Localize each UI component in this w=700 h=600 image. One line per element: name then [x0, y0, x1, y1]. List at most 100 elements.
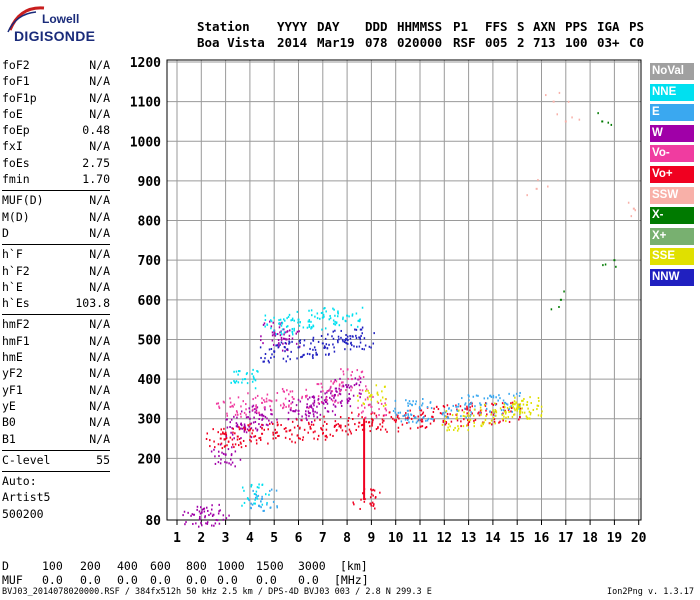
echo-point-voplus	[309, 427, 312, 430]
echo-speckle	[415, 400, 417, 403]
logo-lowell-text: Lowell	[42, 12, 80, 26]
echo-speckle	[540, 415, 542, 418]
header-yyyy-value: 2014	[277, 35, 308, 50]
echo-speckle	[256, 497, 259, 500]
echo-speckle	[255, 439, 258, 442]
echo-speckle	[234, 413, 237, 416]
echo-speckle	[257, 370, 259, 373]
echo-speckle	[383, 414, 386, 417]
echo-speckle	[243, 425, 246, 428]
echo-speckle	[410, 417, 413, 420]
echo-speckle	[371, 501, 374, 504]
echo-speckle	[506, 406, 509, 409]
echo-speckle	[245, 416, 248, 419]
echo-point-vominus	[229, 405, 232, 408]
param-name: hmF2	[2, 317, 30, 332]
autoscale-line: Auto:	[2, 474, 110, 490]
echo-speckle	[348, 393, 350, 396]
echo-speckle	[311, 326, 313, 329]
echo-speckle	[221, 451, 223, 454]
echo-speckle	[230, 454, 233, 457]
echo-speckle	[492, 403, 494, 406]
echo-speckle	[327, 333, 329, 336]
echo-speckle	[273, 333, 275, 336]
echo-speckle	[345, 389, 347, 392]
echo-speckle	[367, 398, 369, 401]
echo-speckle	[414, 403, 417, 406]
echo-speckle	[228, 514, 230, 517]
echo-speckle	[232, 427, 234, 430]
echo-speckle	[417, 426, 419, 429]
echo-speckle	[302, 326, 305, 329]
echo-speckle	[258, 483, 260, 486]
param-row-mufd: MUF(D) N/A	[2, 193, 110, 209]
echo-speckle	[468, 403, 471, 406]
echo-speckle	[493, 418, 496, 421]
echo-speckle	[312, 336, 315, 339]
echo-speckle	[485, 415, 487, 418]
echo-speckle	[352, 394, 355, 397]
legend-item-e: E	[650, 104, 694, 122]
echo-speckle	[407, 402, 409, 405]
echo-speckle	[509, 406, 511, 409]
echo-speckle	[362, 376, 365, 379]
echo-speckle	[486, 413, 488, 416]
echo-speckle	[324, 327, 327, 330]
echo-speckle	[512, 405, 514, 408]
echo-speckle	[217, 443, 220, 446]
echo-point-nnw	[321, 342, 324, 345]
echo-speckle	[341, 385, 343, 388]
echo-speckle	[526, 416, 528, 419]
echo-speckle	[289, 438, 291, 441]
echo-speckle	[206, 432, 209, 435]
echo-speckle	[466, 405, 468, 408]
echo-speckle	[462, 425, 465, 428]
muf-value: 0.0	[42, 573, 63, 587]
echo-speckle	[376, 400, 379, 403]
echo-speckle	[224, 461, 226, 464]
echo-speckle	[271, 422, 274, 425]
param-name: h`F2	[2, 263, 30, 278]
echo-speckle	[368, 421, 371, 424]
echo-speckle	[285, 325, 288, 328]
echo-speckle	[332, 337, 335, 340]
distance-value: 3000	[298, 559, 326, 573]
echo-speckle	[462, 414, 465, 417]
echo-speckle	[372, 504, 375, 507]
echo-speckle	[337, 423, 339, 426]
x-tick-label: 17	[558, 531, 574, 546]
echo-speckle	[604, 263, 607, 266]
echo-speckle	[272, 343, 275, 346]
echo-speckle	[514, 403, 516, 406]
echo-speckle	[258, 418, 260, 421]
echo-speckle	[348, 399, 350, 402]
echo-speckle	[312, 402, 314, 405]
echo-speckle	[224, 438, 227, 441]
echo-speckle	[231, 427, 233, 430]
echo-speckle	[303, 428, 306, 431]
echo-speckle	[418, 418, 421, 421]
echo-speckle	[578, 118, 581, 121]
echo-speckle	[308, 407, 310, 410]
echo-speckle	[291, 433, 293, 436]
echo-speckle	[342, 370, 345, 373]
echo-speckle	[390, 415, 393, 418]
legend-item-nnw: NNW	[650, 268, 694, 286]
echo-speckle	[266, 323, 268, 326]
echo-speckle	[263, 428, 265, 431]
echo-speckle	[432, 416, 434, 419]
echo-speckle	[337, 401, 339, 404]
echo-speckle	[326, 402, 329, 405]
echo-speckle	[426, 419, 429, 422]
echo-speckle	[258, 486, 260, 489]
echo-speckle	[255, 490, 258, 493]
param-row-fof1p: foF1p N/A	[2, 91, 110, 107]
echo-speckle	[198, 510, 201, 513]
echo-speckle	[368, 395, 371, 398]
echo-speckle	[254, 396, 257, 399]
echo-speckle	[495, 411, 498, 414]
echo-speckle	[244, 426, 247, 429]
echo-speckle	[432, 418, 434, 421]
echo-speckle	[268, 348, 271, 351]
echo-speckle	[361, 423, 364, 426]
